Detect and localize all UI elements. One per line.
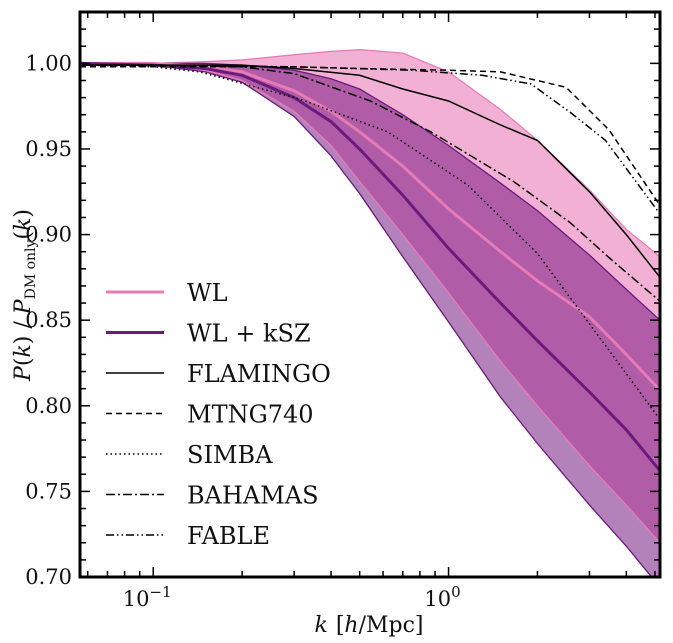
legend-item-simba: SIMBA (106, 441, 273, 469)
y-tick-label: 1.00 (25, 51, 72, 75)
legend-label: WL (187, 279, 228, 307)
legend: WL WL + kSZ FLAMINGO MTNG740 SIMBA BAHAMAS FAB… (106, 279, 331, 550)
series-line-flamingo (80, 64, 660, 278)
series-line-simba (80, 64, 659, 417)
y-tick-labels: 1.00 0.95 0.90 0.85 0.80 0.75 0.70 (25, 51, 72, 589)
legend-item-wl-ksz: WL + kSZ (106, 320, 311, 348)
legend-label: FLAMINGO (187, 360, 331, 388)
y-tick-label: 0.80 (25, 394, 72, 418)
y-tick-label: 0.90 (25, 223, 72, 247)
legend-item-wl: WL (106, 279, 228, 307)
legend-label: WL + kSZ (187, 320, 311, 348)
y-tick-label: 0.85 (25, 308, 72, 332)
plot-frame (78, 10, 662, 579)
legend-item-mtng740: MTNG740 (106, 401, 314, 429)
x-axis-label-k: k (314, 613, 327, 638)
legend-label: SIMBA (187, 441, 273, 469)
band-wl-ksz-upper-edge (80, 62, 660, 321)
legend-label: BAHAMAS (187, 482, 319, 510)
x-tick-label: 10−1 (123, 583, 172, 611)
x-tick-label: 100 (424, 583, 460, 611)
series-line-bahamas (80, 64, 660, 302)
y-tick-label: 0.75 (25, 479, 72, 503)
median-line-wl-ksz (80, 61, 660, 472)
legend-item-fable: FABLE (106, 522, 270, 550)
legend-item-flamingo: FLAMINGO (106, 360, 331, 388)
band-wl (80, 49, 660, 543)
legend-label: MTNG740 (187, 401, 314, 429)
median-line-wl (80, 61, 660, 392)
band-wl-upper-edge (80, 49, 660, 258)
x-axis-label-units: [h/Mpc] (336, 613, 424, 638)
legend-item-bahamas: BAHAMAS (106, 482, 319, 510)
band-wl-lower-edge (80, 62, 660, 544)
y-tick-label: 0.95 (25, 137, 72, 161)
ticks-layer (80, 11, 660, 578)
x-axis-label: k [h/Mpc] (314, 613, 423, 638)
series-line-fable (80, 64, 660, 215)
x-tick-labels: 10−1 100 (123, 583, 461, 611)
series-layer (80, 64, 660, 417)
svg-text:k[h/Mpc]: k [h/Mpc] (314, 613, 423, 638)
legend-label: FABLE (187, 522, 270, 550)
y-axis-label: P(k) / PDM only(k) (11, 209, 39, 382)
bands-layer (80, 49, 660, 577)
svg-text:P(k) / PDM only(k): P(k) / PDM only(k) (11, 209, 39, 382)
band-wl-ksz-lower-edge (80, 62, 653, 577)
series-line-mtng740 (80, 66, 660, 206)
y-tick-label: 0.70 (25, 565, 72, 589)
